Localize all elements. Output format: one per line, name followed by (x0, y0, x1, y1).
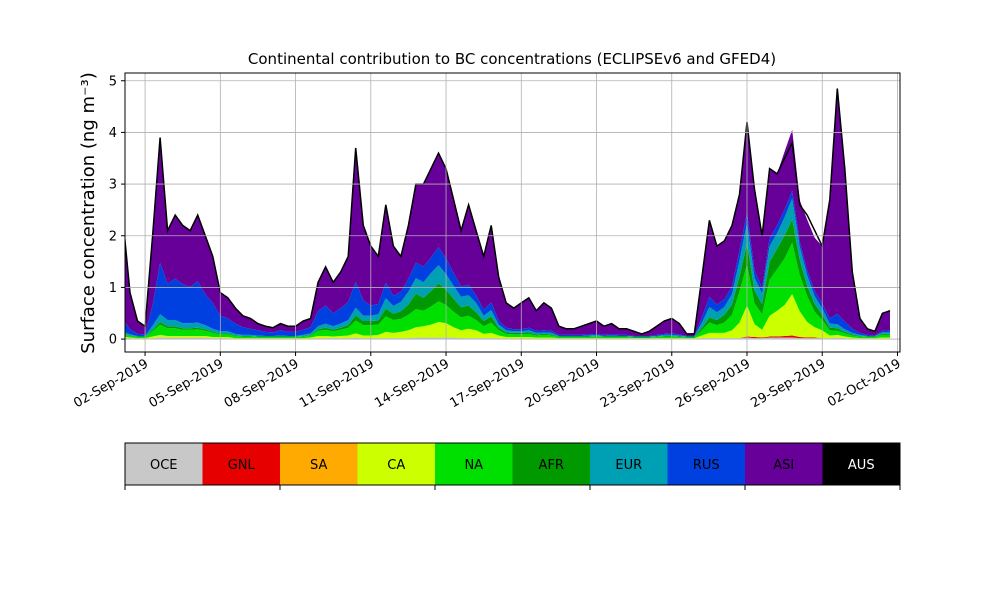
x-tick-label: 05-Sep-2019 (146, 356, 226, 411)
colorbar-legend: OCE GNL SA CA NA AFR EUR RUS ASI AUS (124, 442, 901, 490)
legend-label: RUS (693, 458, 720, 473)
legend-swatch-rus (667, 443, 746, 485)
y-tick-label: 3 (109, 178, 117, 193)
x-tick-label: 02-Sep-2019 (71, 356, 151, 411)
area-ca (125, 294, 890, 339)
legend-swatch-asi (745, 443, 823, 485)
legend-label: ASI (773, 458, 794, 473)
x-axis: 02-Sep-201905-Sep-201908-Sep-201911-Sep-… (71, 352, 903, 411)
legend-swatch-ca (357, 443, 436, 485)
x-tick-label: 02-Oct-2019 (825, 356, 903, 410)
y-tick-label: 1 (109, 281, 117, 296)
legend-frame (124, 442, 901, 486)
area-rus (125, 190, 890, 337)
x-tick-label: 14-Sep-2019 (372, 356, 452, 411)
legend-swatch-afr (512, 443, 591, 485)
area-oce (125, 337, 890, 340)
legend-swatch-na (435, 443, 513, 485)
x-tick-label: 23-Sep-2019 (598, 356, 678, 411)
area-asi (125, 88, 890, 336)
legend-label: NA (464, 458, 483, 473)
legend-label: AFR (539, 458, 564, 473)
legend-swatch-gnl (202, 443, 281, 485)
y-tick-label: 5 (109, 74, 117, 89)
y-axis: 0 1 2 3 4 5 (109, 74, 125, 348)
x-tick-label: 26-Sep-2019 (673, 356, 753, 411)
legend-label: CA (387, 458, 405, 473)
legend-swatch-sa (280, 443, 358, 485)
chart-title: Continental contribution to BC concentra… (248, 50, 776, 68)
legend-label: SA (310, 458, 327, 473)
plot-frame (124, 72, 901, 353)
legend-swatch-oce (125, 443, 203, 485)
legend-label: OCE (150, 458, 178, 473)
y-tick-label: 0 (109, 333, 117, 348)
stacked-areas (125, 88, 891, 340)
legend-label: GNL (228, 458, 256, 473)
y-axis-label: Surface concentration (ng m⁻³) (78, 72, 99, 354)
y-tick-label: 4 (109, 126, 117, 141)
plot-area (124, 72, 901, 353)
x-tick-label: 20-Sep-2019 (523, 356, 603, 411)
x-tick-label: 17-Sep-2019 (447, 356, 527, 411)
legend-label: EUR (615, 458, 642, 473)
x-tick-label: 08-Sep-2019 (222, 356, 302, 411)
x-tick-label: 29-Sep-2019 (748, 356, 828, 411)
legend-swatch-aus (822, 443, 901, 485)
legend-label: AUS (848, 458, 875, 473)
legend-swatch-eur (590, 443, 668, 485)
x-tick-label: 11-Sep-2019 (297, 356, 377, 411)
y-tick-label: 2 (109, 229, 117, 244)
